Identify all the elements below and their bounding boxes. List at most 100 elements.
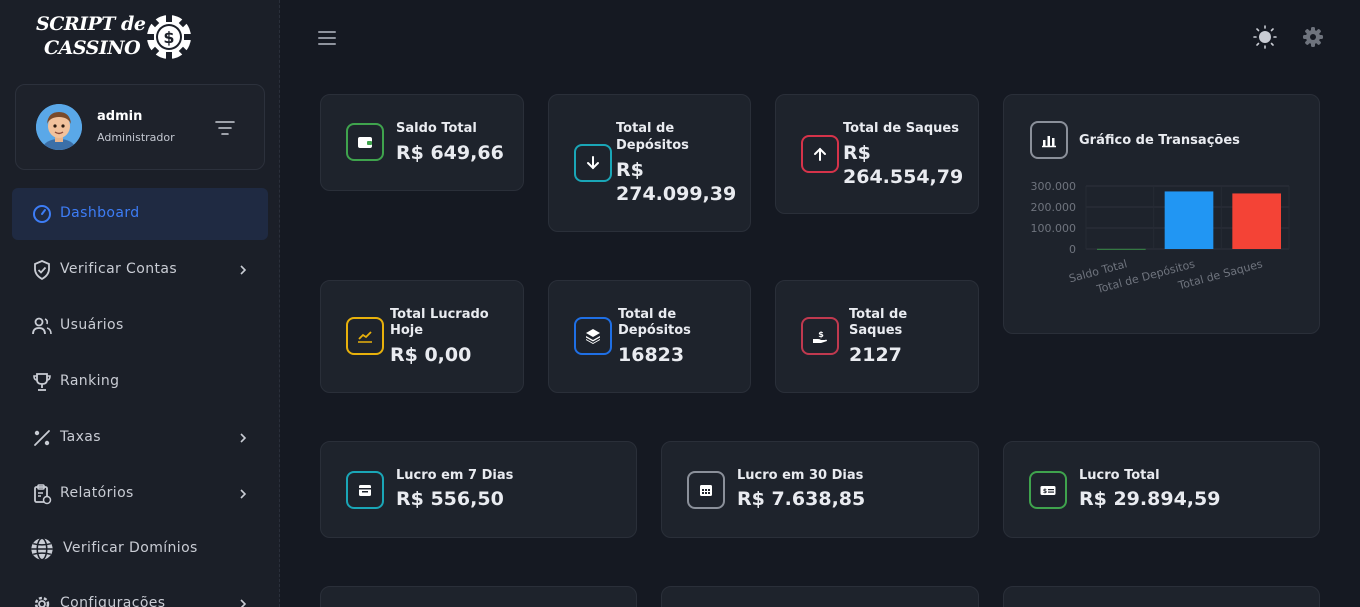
wallet-icon — [346, 123, 384, 161]
avatar[interactable] — [36, 104, 82, 150]
sidebar-item-ranking[interactable]: Ranking — [12, 356, 268, 408]
card-value: 264.554,79 — [843, 166, 964, 188]
card-value: 16823 — [618, 344, 685, 366]
card-title-line-2: Depósitos — [616, 138, 689, 153]
brand-line-1: SCRIPT de — [36, 13, 146, 35]
avatar-face-icon — [36, 104, 82, 150]
settings-gear-icon — [34, 596, 50, 607]
card-grafico-transacoes: Gráfico de Transações 300.000 200.000 100.… — [1003, 94, 1320, 334]
card-value-currency: R$ — [843, 142, 871, 164]
theme-sun-icon[interactable] — [1253, 25, 1277, 49]
svg-text:$: $ — [818, 330, 824, 339]
sidebar-item-relatorios[interactable]: Relatórios — [12, 468, 268, 520]
brand-logo[interactable]: SCRIPT de CASSINO $ — [36, 12, 196, 64]
sidebar-item-label: Dashboard — [60, 205, 140, 221]
card-qtd-saques: $ Total de Saques 2127 — [775, 280, 979, 393]
card-row4-1 — [320, 586, 637, 607]
brand-line-2: CASSINO — [44, 37, 141, 59]
cash-bill-icon: $ — [1029, 471, 1067, 509]
trophy-icon — [33, 373, 51, 391]
card-row4-3 — [1003, 586, 1320, 607]
card-title: Lucro em 30 Dias — [737, 468, 864, 483]
settings-gear-icon[interactable] — [1302, 26, 1324, 48]
card-value: R$ 29.894,59 — [1079, 488, 1221, 510]
users-icon — [32, 317, 52, 335]
sidebar-item-taxas[interactable]: Taxas — [12, 412, 268, 464]
chevron-right-icon — [240, 265, 247, 275]
card-title-line-1: Total de — [618, 307, 677, 322]
card-value: R$ 7.638,85 — [737, 488, 866, 510]
card-value: R$ 0,00 — [390, 344, 472, 366]
y-tick-label: 300.000 — [1031, 180, 1077, 193]
card-value: 274.099,39 — [616, 183, 737, 205]
arrow-down-icon — [574, 144, 612, 182]
card-total-saques: Total de Saques R$ 264.554,79 — [775, 94, 979, 214]
brand-text: SCRIPT de CASSINO — [36, 12, 146, 60]
filter-lines-icon[interactable] — [215, 120, 235, 136]
report-clipboard-icon — [34, 484, 52, 505]
card-title-line-2: Saques — [849, 323, 903, 338]
chevron-right-icon — [240, 599, 247, 607]
calendar-icon — [346, 471, 384, 509]
sidebar-item-usuarios[interactable]: Usuários — [12, 300, 268, 352]
card-saldo-total: Saldo Total R$ 649,66 — [320, 94, 524, 191]
layers-stack-icon — [574, 317, 612, 355]
sidebar-item-label: Ranking — [60, 373, 120, 389]
chart-title: Gráfico de Transações — [1079, 133, 1240, 148]
sidebar-item-verificar-dominios[interactable]: Verificar Domínios — [12, 523, 268, 575]
card-row4-2 — [661, 586, 979, 607]
sidebar-item-label: Relatórios — [60, 485, 134, 501]
y-tick-label: 100.000 — [1031, 222, 1077, 235]
sidebar-item-label: Taxas — [60, 429, 101, 445]
card-lucro-7-dias: Lucro em 7 Dias R$ 556,50 — [320, 441, 637, 538]
percent-icon — [34, 430, 50, 446]
sidebar-item-configuracoes[interactable]: Configurações — [12, 578, 268, 607]
chevron-right-icon — [240, 489, 247, 499]
user-profile-card[interactable]: admin Administrador — [15, 84, 265, 170]
card-lucro-hoje: Total Lucrado Hoje R$ 0,00 — [320, 280, 524, 393]
chevron-right-icon — [240, 433, 247, 443]
casino-chip-icon: $ — [147, 15, 191, 59]
calendar-grid-icon — [687, 471, 725, 509]
sidebar-item-dashboard[interactable]: Dashboard — [12, 188, 268, 240]
card-value-currency: R$ — [616, 159, 644, 181]
shield-check-icon — [34, 260, 50, 281]
card-title-line-1: Total de — [849, 307, 908, 322]
sidebar-item-label: Verificar Contas — [60, 261, 178, 277]
card-value: 2127 — [849, 344, 902, 366]
card-value: R$ 556,50 — [396, 488, 504, 510]
sidebar-item-label: Configurações — [60, 595, 166, 607]
sidebar: SCRIPT de CASSINO $ — [0, 0, 280, 607]
card-title-line-1: Total Lucrado — [390, 307, 489, 322]
arrow-up-icon — [801, 135, 839, 173]
y-tick-label: 200.000 — [1031, 201, 1077, 214]
sidebar-item-label: Verificar Domínios — [63, 540, 198, 556]
user-role: Administrador — [97, 131, 175, 144]
sidebar-item-verificar-contas[interactable]: Verificar Contas — [12, 244, 268, 296]
bar-chart-icon — [1030, 121, 1068, 159]
dashboard-gauge-icon — [33, 205, 51, 223]
sidebar-item-label: Usuários — [60, 317, 124, 333]
bar-total-de-depositos — [1164, 191, 1214, 249]
card-title: Saldo Total — [396, 121, 477, 136]
bar-total-de-saques — [1232, 193, 1281, 249]
trend-chart-icon — [346, 317, 384, 355]
chip-symbol: $ — [163, 28, 174, 47]
menu-toggle-icon[interactable] — [317, 29, 337, 47]
card-lucro-30-dias: Lucro em 30 Dias R$ 7.638,85 — [661, 441, 979, 538]
globe-icon — [31, 537, 53, 561]
card-title: Lucro em 7 Dias — [396, 468, 514, 483]
card-lucro-total: $ Lucro Total R$ 29.894,59 — [1003, 441, 1320, 538]
card-title-line-1: Total de — [616, 121, 675, 136]
y-tick-label: 0 — [1069, 243, 1076, 256]
bar-saldo-total — [1097, 248, 1146, 250]
card-title-line-2: Hoje — [390, 323, 424, 338]
card-title-line-2: Depósitos — [618, 323, 691, 338]
svg-text:$: $ — [1043, 488, 1047, 495]
card-value: R$ 649,66 — [396, 142, 504, 164]
card-title: Total de Saques — [843, 121, 959, 136]
hand-money-icon: $ — [801, 317, 839, 355]
card-qtd-depositos: Total de Depósitos 16823 — [548, 280, 751, 393]
card-total-depositos: Total de Depósitos R$ 274.099,39 — [548, 94, 751, 232]
